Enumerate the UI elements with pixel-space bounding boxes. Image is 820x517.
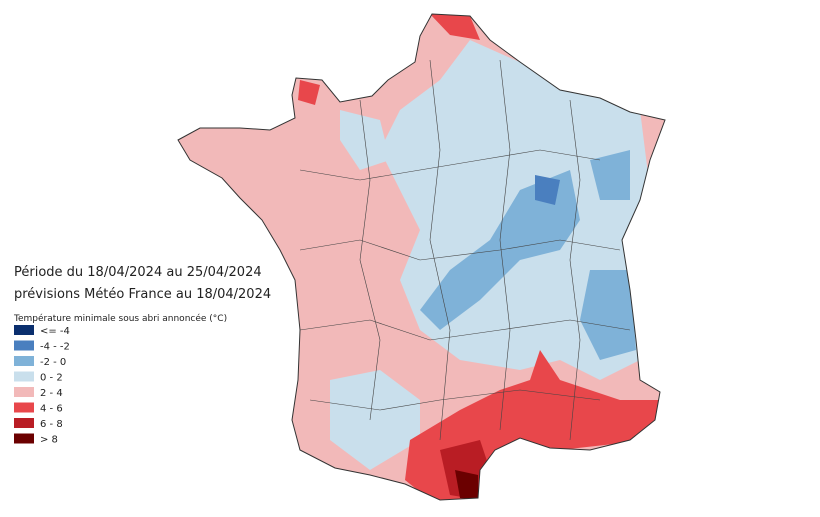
legend-swatch xyxy=(14,371,34,382)
legend: <= -4 -4 - -2 -2 - 0 0 - 2 2 - 4 4 - 6 6 - 8 > … xyxy=(14,325,70,446)
legend-label: 0 - 2 xyxy=(40,373,63,384)
legend-label: > 8 xyxy=(40,435,58,446)
map-zone xyxy=(590,150,630,200)
map-title: Période du 18/04/2024 au 25/04/2024 xyxy=(14,265,262,280)
legend-swatch xyxy=(14,356,34,366)
legend-swatch xyxy=(14,325,34,335)
legend-swatch xyxy=(14,418,34,428)
map-zone xyxy=(580,270,636,360)
legend-label: 6 - 8 xyxy=(40,419,63,430)
map-zone xyxy=(330,370,420,470)
map-zone xyxy=(430,14,480,40)
legend-swatch xyxy=(14,340,34,351)
legend-swatch xyxy=(14,433,34,444)
legend-label: -2 - 0 xyxy=(40,357,66,368)
legend-swatch xyxy=(14,387,34,397)
department-borders xyxy=(299,59,631,441)
legend-title: Température minimale sous abri annoncée … xyxy=(13,313,227,324)
legend-label: 4 - 6 xyxy=(40,404,63,415)
legend-label: -4 - -2 xyxy=(40,342,70,353)
map-zone xyxy=(455,470,478,500)
map-subtitle: prévisions Météo France au 18/04/2024 xyxy=(14,287,271,302)
legend-label: 2 - 4 xyxy=(40,388,63,399)
map-zone xyxy=(298,80,320,105)
legend-swatch xyxy=(14,402,34,413)
france-outline xyxy=(177,13,666,501)
map-zone xyxy=(535,175,560,205)
legend-label: <= -4 xyxy=(40,326,70,337)
